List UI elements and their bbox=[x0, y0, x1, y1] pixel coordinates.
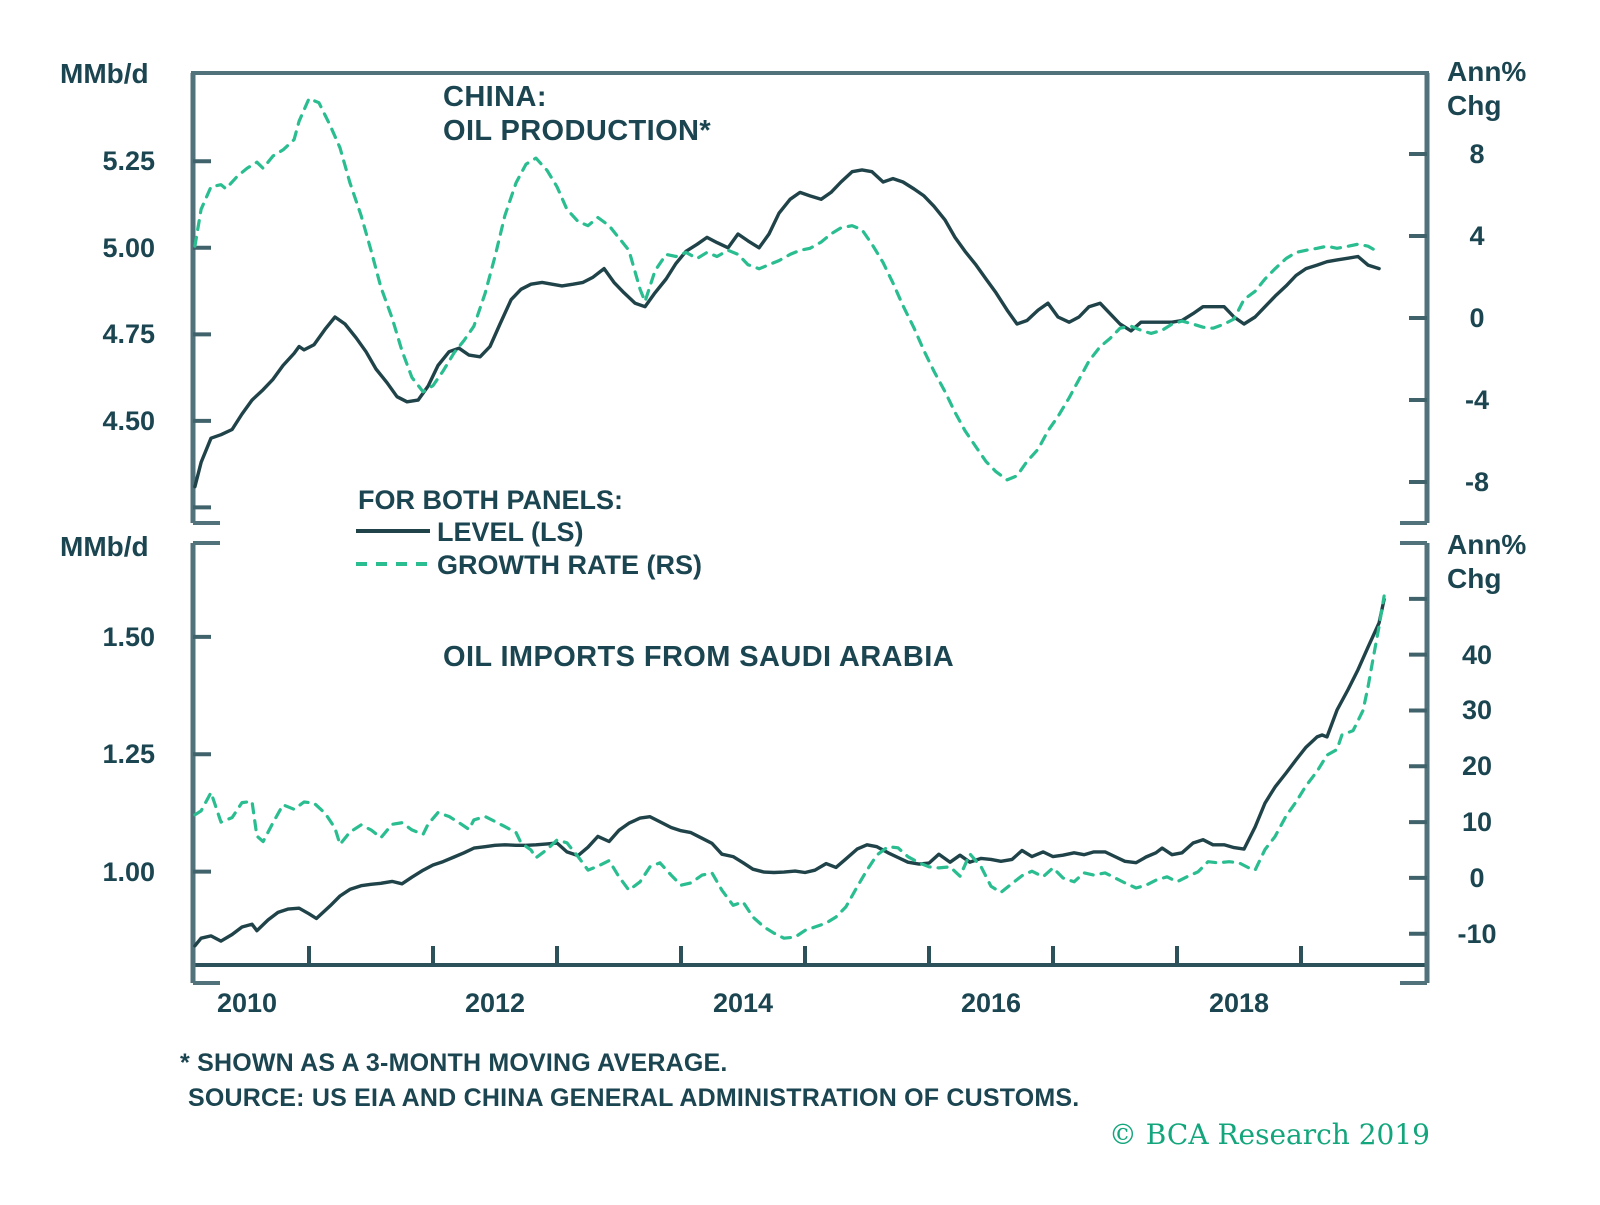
legend-item-growth-label: GROWTH RATE (RS) bbox=[437, 550, 702, 580]
bottom-left-axis-unit: MMb/d bbox=[60, 531, 149, 562]
top-left-axis-unit: MMb/d bbox=[60, 58, 149, 89]
legend-solid-line-swatch bbox=[356, 529, 430, 533]
bottom-panel-title: OIL IMPORTS FROM SAUDI ARABIA bbox=[443, 641, 955, 673]
top-left-tick-label: 5.25 bbox=[102, 146, 155, 177]
top-left-tick-label: 4.50 bbox=[102, 405, 155, 436]
top-right-tick-label: 0 bbox=[1469, 302, 1485, 333]
bottom-right-tick-label: 0 bbox=[1469, 862, 1485, 893]
bottom-left-tick-label: 1.50 bbox=[102, 621, 155, 652]
bottom-right-tick-label: 30 bbox=[1461, 695, 1493, 726]
bottom-right-tick-label: 40 bbox=[1461, 639, 1493, 670]
bottom-left-tick-label: 1.00 bbox=[102, 856, 155, 887]
top-right-axis-unit-line2: Chg bbox=[1447, 90, 1502, 121]
bottom-right-tick-label: 20 bbox=[1461, 751, 1493, 782]
x-axis-year-label: 2014 bbox=[712, 988, 774, 1018]
legend-dashed-line-swatch bbox=[356, 562, 432, 566]
legend-heading: FOR BOTH PANELS: bbox=[358, 485, 623, 515]
bottom-left-tick-label: 1.25 bbox=[102, 739, 155, 770]
x-axis-year-label: 2016 bbox=[960, 988, 1022, 1018]
bottom-right-tick-label: 10 bbox=[1461, 807, 1493, 838]
top-right-tick-label: 4 bbox=[1469, 220, 1485, 251]
top-growth-rate-line bbox=[193, 96, 1381, 482]
bottom-level-line bbox=[193, 597, 1386, 948]
footnote-source: SOURCE: US EIA AND CHINA GENERAL ADMINIS… bbox=[188, 1084, 1080, 1112]
bottom-right-axis-unit-line2: Chg bbox=[1447, 563, 1502, 594]
top-left-tick-label: 4.75 bbox=[102, 319, 155, 350]
legend-item-level-label: LEVEL (LS) bbox=[437, 517, 584, 547]
top-right-tick-label: -8 bbox=[1464, 466, 1489, 497]
top-right-tick-label: -4 bbox=[1464, 384, 1489, 415]
watermark: © BCA Research 2019 bbox=[1108, 1118, 1430, 1151]
footnote-moving-average: * SHOWN AS A 3-MONTH MOVING AVERAGE. bbox=[180, 1049, 728, 1077]
bottom-right-tick-label: -10 bbox=[1457, 918, 1497, 949]
bottom-growth-rate-line bbox=[193, 594, 1386, 940]
bottom-right-axis-unit-line1: Ann% bbox=[1447, 529, 1527, 560]
top-right-tick-label: 8 bbox=[1469, 138, 1485, 169]
x-axis-year-label: 2018 bbox=[1208, 988, 1270, 1018]
top-left-tick-label: 5.00 bbox=[102, 232, 155, 263]
top-right-axis-unit-line1: Ann% bbox=[1447, 56, 1527, 87]
top-panel-title-line1: CHINA: bbox=[443, 81, 547, 113]
x-axis-year-label: 2012 bbox=[464, 988, 526, 1018]
top-panel-title-line2: OIL PRODUCTION* bbox=[443, 115, 712, 147]
x-axis-year-label: 2010 bbox=[216, 988, 278, 1018]
